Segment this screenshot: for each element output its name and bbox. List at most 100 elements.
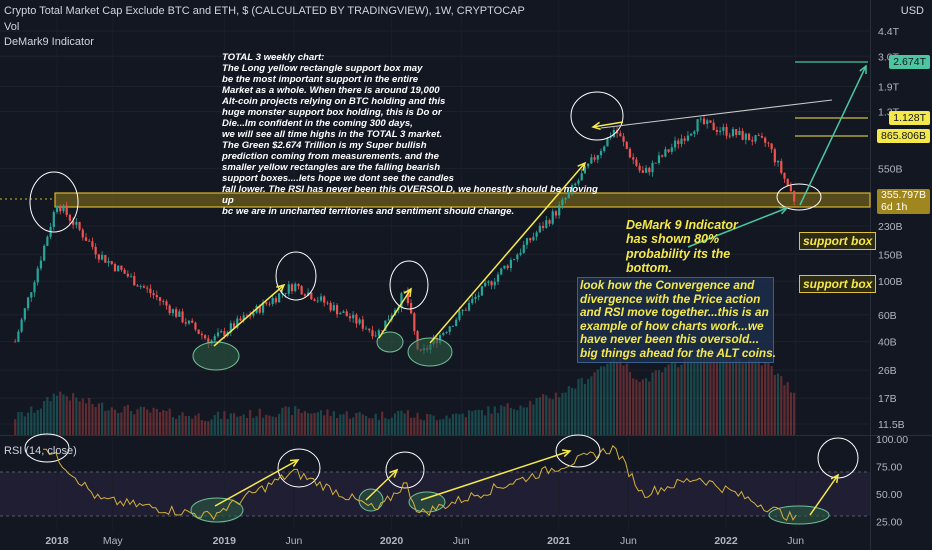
volume-bar [36, 410, 39, 435]
volume-bar [757, 358, 760, 435]
rsi-arrow-2020-head [389, 468, 399, 478]
price-tick-label: 150B [878, 249, 903, 261]
time-tick-label: Jun [285, 535, 302, 547]
price-tick-label: 11.5B [878, 419, 905, 431]
candle-body [525, 238, 529, 245]
volume-bar [384, 418, 387, 435]
volume-bar [200, 420, 203, 435]
circle-2019-top [275, 251, 317, 301]
candle-body [52, 212, 55, 227]
volume-bar [168, 408, 171, 435]
volume-bar [30, 406, 33, 435]
volume-bar [413, 417, 416, 435]
volume-bar [136, 409, 139, 435]
support-box-label-2: support box [799, 275, 877, 293]
volume-bar [110, 407, 113, 435]
candle-body [194, 322, 197, 330]
volume-bar [133, 414, 136, 435]
candle-body [46, 236, 49, 246]
candle-body [773, 149, 776, 163]
candle-body [757, 135, 760, 137]
candle-body [129, 276, 133, 277]
arrow-2021-tip [592, 121, 624, 128]
candle-body [313, 299, 316, 301]
volume-bar [335, 418, 339, 435]
rsi-arrow-2022 [809, 474, 839, 516]
volume-bar [667, 364, 670, 435]
volume-bar [525, 407, 529, 435]
volume-bar [387, 419, 390, 435]
volume-bar [461, 413, 464, 435]
candle-body [673, 140, 677, 148]
volume-bar [274, 417, 278, 435]
candle-body [14, 341, 17, 343]
volume-bar [265, 414, 268, 435]
candle-body [702, 118, 706, 125]
candle-body [448, 326, 451, 332]
volume-bar [467, 410, 471, 435]
volume-bar [747, 358, 751, 435]
arrow-2019 [213, 284, 285, 347]
candle-body [661, 155, 664, 157]
candle-body [564, 197, 567, 200]
candle-body [139, 286, 142, 287]
volume-bar [738, 358, 741, 435]
candle-body [265, 302, 268, 304]
candle-body [348, 316, 352, 319]
candle-body [738, 130, 741, 135]
volume-bar [400, 410, 403, 435]
volume-bars [14, 345, 796, 435]
volume-bar [113, 409, 117, 435]
volume-bar [632, 378, 635, 435]
candle-body [455, 319, 458, 327]
candle-body [712, 122, 715, 131]
volume-bar [570, 387, 574, 435]
volume-bar [480, 410, 484, 435]
candle-body [493, 281, 496, 286]
candle-body [384, 320, 387, 331]
candle-body [693, 131, 696, 134]
volume-bar [696, 352, 699, 435]
target-arrow [799, 65, 867, 206]
candle-body [345, 311, 348, 317]
candle-body [187, 320, 191, 324]
volume-bar [75, 397, 78, 435]
volume-bar [725, 358, 728, 435]
candle-body [84, 237, 88, 241]
volume-bar [603, 366, 606, 435]
volume-bar [709, 347, 712, 435]
candle-body [644, 167, 648, 173]
volume-bar [249, 409, 252, 435]
volume-bar [345, 411, 348, 435]
volume-bar [84, 403, 88, 435]
volume-bar [191, 418, 194, 435]
volume-bar [232, 413, 236, 435]
volume-bar [593, 372, 596, 435]
volume-bar [767, 363, 770, 435]
candle-body [638, 165, 641, 171]
volume-bar [332, 411, 335, 435]
candle-body [731, 129, 735, 137]
candle-body [551, 211, 554, 224]
demark-arrow-head [778, 206, 789, 215]
volume-bar [532, 404, 535, 435]
candle-body [203, 335, 207, 339]
volume-bar [648, 381, 651, 435]
candle-body [609, 136, 612, 138]
volume-bar [20, 411, 23, 435]
volume-bar [313, 413, 316, 435]
candle-body [760, 136, 764, 138]
candle-body [117, 265, 120, 272]
volume-bar [213, 415, 216, 435]
volume-bar [284, 406, 287, 435]
candle-body [355, 314, 358, 324]
candle-body [36, 268, 39, 283]
candle-body [567, 191, 570, 198]
volume-bar [625, 363, 628, 435]
candle-body [104, 255, 107, 263]
candle-body [300, 286, 303, 295]
volume-bar [490, 413, 493, 435]
candle-body [587, 163, 590, 167]
volume-bar [628, 372, 632, 435]
candle-body [506, 265, 509, 269]
